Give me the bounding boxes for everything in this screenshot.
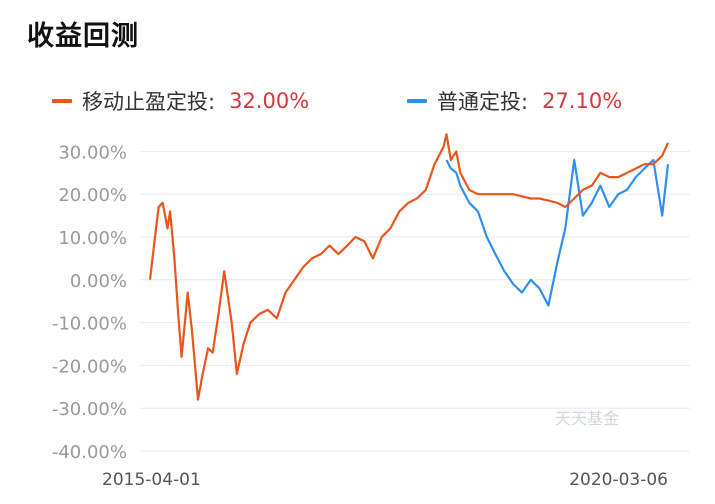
y-tick-label: 10.00% xyxy=(58,228,127,249)
y-tick-label: 0.00% xyxy=(70,271,127,292)
legend-item-regular: 普通定投: 27.10% xyxy=(407,86,622,116)
legend-label-trailing-stop: 移动止盈定投: xyxy=(82,90,216,114)
watermark: 天天基金 xyxy=(555,409,619,428)
x-tick-label-end: 2020-03-06 xyxy=(569,470,668,490)
series-line-1 xyxy=(445,158,670,307)
legend-value-regular: 27.10% xyxy=(542,89,623,113)
legend-value-trailing-stop: 32.00% xyxy=(229,89,310,113)
legend-swatch-orange xyxy=(52,99,72,103)
page-title: 收益回测 xyxy=(27,21,139,52)
y-tick-label: -10.00% xyxy=(52,314,127,335)
legend-swatch-blue xyxy=(407,99,427,103)
y-tick-label: 20.00% xyxy=(58,185,127,206)
y-tick-label: 30.00% xyxy=(58,142,127,163)
series-line-0 xyxy=(148,133,670,401)
y-tick-label: -40.00% xyxy=(52,442,127,463)
x-tick-label-start: 2015-04-01 xyxy=(102,470,201,490)
legend-label-regular: 普通定投: xyxy=(437,90,529,114)
y-tick-label: -20.00% xyxy=(52,356,127,377)
legend-item-trailing-stop: 移动止盈定投: 32.00% xyxy=(52,86,309,116)
y-tick-label: -30.00% xyxy=(52,399,127,420)
